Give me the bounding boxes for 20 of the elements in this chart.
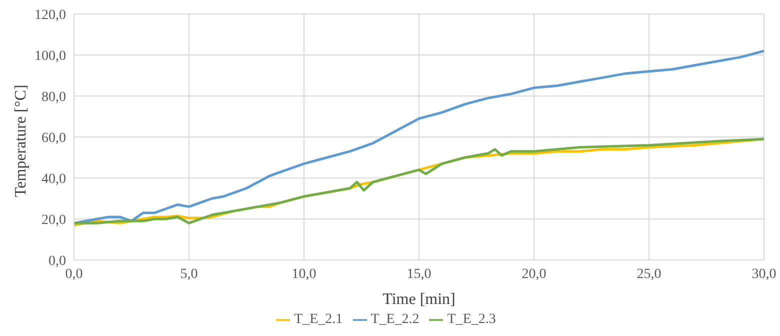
y-tick-label: 0,0 xyxy=(48,254,66,269)
legend-label: T_E_2.1 xyxy=(294,312,343,327)
line-series xyxy=(74,50,764,224)
y-tick-label: 60,0 xyxy=(42,130,66,146)
x-tick-label: 15,0 xyxy=(406,266,432,282)
legend-label: T_E_2.2 xyxy=(370,312,420,327)
y-tick-label: 100,0 xyxy=(34,48,66,64)
x-tick-label: 5,0 xyxy=(180,266,198,282)
y-axis-title: Temperature [°C] xyxy=(12,84,30,197)
y-tick-label: 20,0 xyxy=(42,212,66,228)
y-tick-label: 40,0 xyxy=(42,172,66,187)
y-tick-label: 80,0 xyxy=(42,90,66,105)
legend-label: T_E_2.3 xyxy=(447,312,496,327)
y-tick-label: 120,0 xyxy=(34,8,66,23)
x-tick-label: 0,0 xyxy=(65,266,83,282)
x-tick-label: 30,0 xyxy=(752,266,776,282)
x-tick-label: 10,0 xyxy=(292,266,316,282)
x-tick-label: 25,0 xyxy=(636,266,662,282)
x-tick-label: 20,0 xyxy=(522,266,546,282)
x-axis-title: Time [min] xyxy=(382,291,456,308)
